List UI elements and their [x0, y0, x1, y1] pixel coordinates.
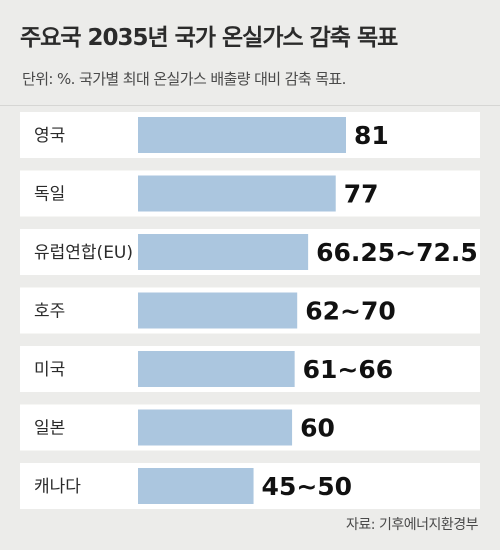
- bar: [138, 175, 336, 212]
- category-label: 유럽연합(EU): [34, 243, 133, 263]
- value-label: 60: [300, 414, 335, 443]
- value-label: 61~66: [303, 355, 394, 384]
- category-label: 미국: [34, 360, 65, 380]
- bar-row: 호주 62~70: [20, 287, 480, 334]
- bar: [138, 468, 254, 504]
- bar: [138, 409, 293, 446]
- bar-row: 캐나다 45~50: [20, 463, 480, 509]
- bar-row: 영국 81: [20, 112, 480, 158]
- category-label: 호주: [34, 302, 65, 322]
- category-label: 일본: [34, 419, 65, 439]
- header-divider: [0, 105, 500, 106]
- value-label: 77: [344, 180, 379, 209]
- category-label: 캐나다: [34, 477, 81, 497]
- bar-row: 독일 77: [20, 170, 480, 217]
- value-label: 66.25~72.5: [316, 238, 478, 267]
- bar: [138, 292, 298, 329]
- category-label: 영국: [34, 126, 65, 146]
- value-label: 62~70: [305, 297, 396, 326]
- value-label: 45~50: [262, 472, 353, 501]
- bar-row: 유럽연합(EU) 66.25~72.5: [20, 229, 480, 275]
- category-label: 독일: [34, 185, 65, 205]
- bar: [138, 234, 309, 270]
- bar: [138, 351, 295, 387]
- bar: [138, 117, 346, 153]
- chart-title: 주요국 2035년 국가 온실가스 감축 목표: [20, 25, 398, 51]
- value-label: 81: [354, 121, 389, 150]
- bar-row: 일본 60: [20, 404, 480, 451]
- source-note: 자료: 기후에너지환경부: [346, 517, 478, 533]
- chart-subtitle: 단위: %. 국가별 최대 온실가스 배출량 대비 감축 목표.: [22, 70, 346, 88]
- bar-row: 미국 61~66: [20, 346, 480, 392]
